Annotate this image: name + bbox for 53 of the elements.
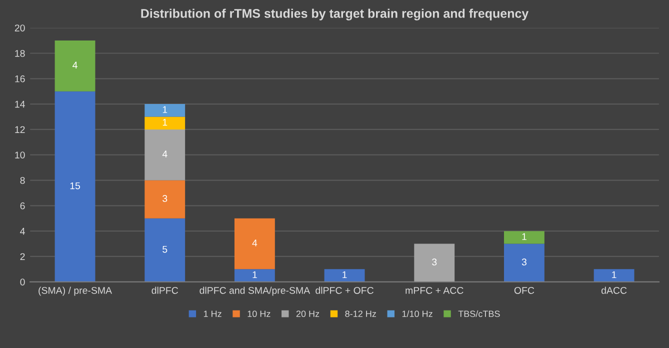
legend-label: 8-12 Hz [345, 310, 376, 318]
y-tick-label: 8 [20, 177, 25, 184]
legend-label: 20 Hz [296, 310, 320, 318]
y-tick-label: 4 [20, 228, 25, 235]
y-tick-label: 10 [15, 152, 25, 158]
data-label: 1 [162, 118, 168, 126]
data-label: 1 [342, 271, 347, 278]
bar [234, 218, 275, 270]
legend-label: TBS/cTBS [458, 310, 500, 318]
y-tick-label: 20 [14, 24, 25, 32]
bar [144, 116, 186, 130]
x-tick-label: OFC [514, 287, 534, 294]
bar [144, 129, 186, 180]
chart-title: Distribution of rTMS studies by target brain region and frequency [141, 8, 529, 20]
legend-label: 1 Hz [204, 310, 222, 317]
data-label: 1 [522, 233, 526, 240]
y-tick-label: 6 [20, 202, 25, 210]
data-label: 1 [612, 271, 616, 278]
y-tick-label: 14 [15, 100, 25, 108]
x-tick-label: mPFC + ACC [406, 287, 464, 294]
data-label: 4 [252, 240, 258, 246]
bar [414, 244, 455, 282]
x-tick-label: (SMA) / pre-SMA [38, 286, 112, 296]
bar [324, 269, 365, 282]
bar [594, 269, 634, 282]
data-label: 3 [432, 258, 437, 266]
y-tick-label: 18 [15, 50, 25, 57]
x-tick-label: dlPFC + OFC [316, 286, 374, 294]
y-tick-label: 2 [20, 253, 25, 260]
data-label: 3 [162, 195, 168, 202]
bar [54, 91, 96, 282]
data-label: 5 [162, 246, 168, 253]
data-label: 15 [70, 182, 80, 190]
data-label: 1 [252, 271, 257, 278]
bar [234, 269, 275, 282]
y-tick-label: 12 [15, 126, 25, 133]
bar [144, 104, 186, 117]
bar [144, 180, 186, 218]
bar [504, 231, 544, 244]
legend-label: 10 Hz [248, 310, 270, 318]
data-label: 1 [162, 106, 168, 113]
bar [54, 40, 96, 92]
data-label: 4 [162, 150, 168, 158]
bar [504, 244, 544, 282]
x-tick-label: dACC [601, 286, 627, 294]
y-tick-label: 0 [20, 278, 25, 286]
x-tick-label: dlPFC and SMA/pre-SMA [200, 286, 310, 296]
x-tick-label: dlPFC [152, 286, 178, 294]
data-label: 3 [522, 258, 526, 266]
bar [144, 218, 186, 282]
data-label: 4 [72, 62, 78, 68]
y-tick-label: 16 [15, 75, 25, 82]
legend-label: 1/10 Hz [402, 310, 432, 318]
